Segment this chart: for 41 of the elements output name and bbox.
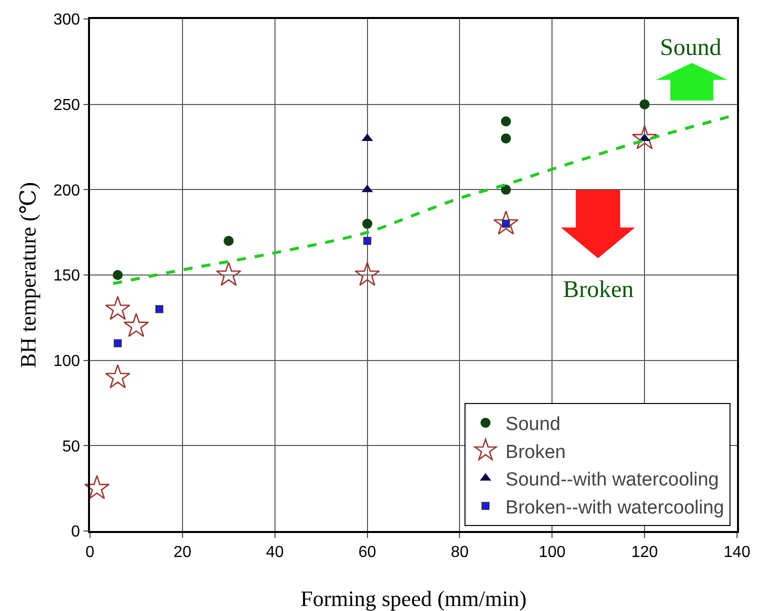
y-tick-label: 250 bbox=[53, 96, 80, 114]
annotation: Broken bbox=[563, 277, 634, 303]
legend-label: Sound--with watercooling bbox=[506, 470, 719, 491]
y-tick-label: 100 bbox=[53, 352, 80, 370]
point bbox=[640, 99, 650, 110]
point bbox=[362, 218, 372, 229]
point bbox=[363, 236, 372, 245]
x-tick-label: 0 bbox=[86, 544, 95, 561]
x-tick-label: 80 bbox=[450, 544, 469, 561]
x-tick-label: 60 bbox=[358, 544, 376, 561]
point bbox=[500, 116, 511, 126]
x-tick-label: 120 bbox=[631, 544, 658, 561]
y-axis-title: BH temperature (℃) bbox=[16, 182, 40, 368]
point bbox=[124, 312, 149, 338]
legend-label: Sound bbox=[506, 414, 560, 436]
legend-label: Broken--with watercooling bbox=[506, 497, 724, 518]
point bbox=[632, 125, 658, 150]
y-tick-label: 50 bbox=[62, 438, 80, 456]
x-tick-label: 20 bbox=[174, 544, 192, 561]
y-tick-label: 200 bbox=[53, 182, 80, 200]
point bbox=[500, 133, 511, 144]
point bbox=[224, 236, 234, 246]
point bbox=[500, 184, 511, 195]
y-tick-label: 0 bbox=[71, 524, 80, 541]
x-tick-label: 100 bbox=[538, 544, 566, 561]
point bbox=[354, 262, 380, 286]
point bbox=[105, 296, 130, 320]
point bbox=[114, 339, 122, 348]
point bbox=[105, 364, 130, 388]
y-tick-label: 300 bbox=[53, 12, 80, 29]
point bbox=[84, 475, 110, 500]
point bbox=[493, 210, 519, 235]
y-tick-label: 150 bbox=[53, 268, 80, 285]
annotation: Sound bbox=[660, 35, 722, 61]
legend-label: Broken bbox=[506, 442, 566, 463]
x-axis-title: Forming speed (mm/min) bbox=[300, 586, 527, 611]
point bbox=[155, 305, 164, 314]
point bbox=[112, 270, 123, 280]
x-tick-label: 140 bbox=[724, 544, 750, 561]
x-tick-label: 40 bbox=[266, 544, 284, 561]
point bbox=[216, 262, 242, 286]
